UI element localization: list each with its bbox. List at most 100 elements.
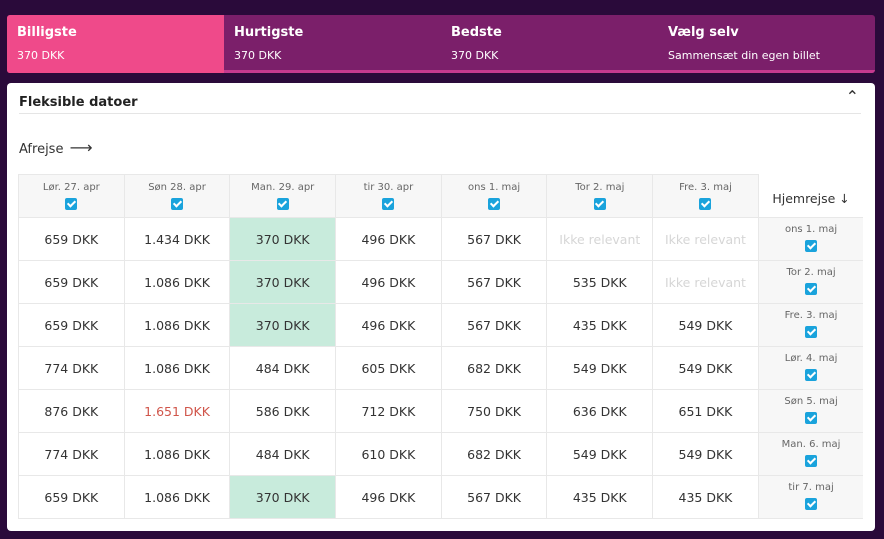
- price-cell-expensive[interactable]: 1.651 DKK: [123, 389, 231, 433]
- return-date-header[interactable]: tir 7. maj: [757, 475, 864, 519]
- depart-date-header[interactable]: Søn 28. apr: [123, 174, 231, 218]
- price-cell[interactable]: 586 DKK: [229, 389, 337, 433]
- price-cell[interactable]: 435 DKK: [546, 303, 654, 347]
- price-cell[interactable]: 549 DKK: [652, 346, 759, 390]
- price-cell[interactable]: 610 DKK: [335, 432, 442, 476]
- table-row: 659 DKK 1.434 DKK 370 DKK 496 DKK 567 DK…: [18, 217, 864, 261]
- price-cell[interactable]: 712 DKK: [335, 389, 442, 433]
- price-cell[interactable]: 549 DKK: [652, 432, 759, 476]
- tab-fastest[interactable]: Hurtigste 370 DKK: [224, 15, 441, 73]
- price-cell[interactable]: 549 DKK: [546, 432, 654, 476]
- price-cell[interactable]: 682 DKK: [440, 432, 548, 476]
- checkbox[interactable]: [805, 283, 818, 295]
- price-cell[interactable]: 774 DKK: [18, 432, 125, 476]
- price-cell[interactable]: 567 DKK: [440, 260, 548, 304]
- price-cell[interactable]: 496 DKK: [335, 260, 442, 304]
- checkbox[interactable]: [65, 198, 78, 210]
- price-cell[interactable]: 567 DKK: [440, 303, 548, 347]
- price-cell[interactable]: 1.086 DKK: [123, 260, 231, 304]
- price-cell[interactable]: 774 DKK: [18, 346, 125, 390]
- tab-best[interactable]: Bedste 370 DKK: [441, 15, 658, 73]
- depart-date-label: Man. 29. apr: [251, 182, 315, 193]
- table-row: 659 DKK 1.086 DKK 370 DKK 496 DKK 567 DK…: [18, 303, 864, 347]
- price-cell[interactable]: 496 DKK: [335, 303, 442, 347]
- panel-header[interactable]: Fleksible datoer ⌃: [19, 87, 861, 114]
- depart-date-header[interactable]: Tor 2. maj: [546, 174, 654, 218]
- price-cell[interactable]: 659 DKK: [18, 303, 125, 347]
- checkbox[interactable]: [488, 198, 501, 210]
- price-cell[interactable]: 1.434 DKK: [123, 217, 231, 261]
- price-cell-cheapest[interactable]: 370 DKK: [229, 260, 337, 304]
- return-date-header[interactable]: Man. 6. maj: [757, 432, 864, 476]
- depart-date-header[interactable]: Man. 29. apr: [229, 174, 337, 218]
- price-cell[interactable]: 1.086 DKK: [123, 432, 231, 476]
- depart-date-header[interactable]: Fre. 3. maj: [652, 174, 759, 218]
- price-cell[interactable]: 659 DKK: [18, 475, 125, 519]
- depart-date-label: ons 1. maj: [467, 182, 521, 193]
- checkbox[interactable]: [699, 198, 712, 210]
- price-cell[interactable]: 750 DKK: [440, 389, 548, 433]
- tab-choose-yourself[interactable]: Vælg selv Sammensæt din egen billet: [658, 15, 875, 73]
- price-cell[interactable]: 496 DKK: [335, 217, 442, 261]
- price-cell-cheapest[interactable]: 370 DKK: [229, 217, 337, 261]
- depart-date-label: Lør. 27. apr: [42, 182, 100, 193]
- price-cell[interactable]: 605 DKK: [335, 346, 442, 390]
- return-date-label: ons 1. maj: [784, 224, 838, 235]
- price-cell-cheapest[interactable]: 370 DKK: [229, 303, 337, 347]
- depart-date-header[interactable]: tir 30. apr: [335, 174, 442, 218]
- arrow-right-icon: ⟶: [69, 138, 93, 157]
- chevron-up-icon[interactable]: ⌃: [845, 87, 859, 106]
- price-cell[interactable]: 549 DKK: [546, 346, 654, 390]
- return-date-header[interactable]: ons 1. maj: [757, 217, 864, 261]
- depart-date-label: tir 30. apr: [363, 182, 414, 193]
- price-cell[interactable]: 682 DKK: [440, 346, 548, 390]
- checkbox[interactable]: [382, 198, 395, 210]
- flexible-dates-grid: Lør. 27. apr Søn 28. apr Man. 29. apr ti…: [18, 174, 864, 519]
- depart-date-header[interactable]: Lør. 27. apr: [18, 174, 125, 218]
- checkbox[interactable]: [805, 498, 818, 510]
- checkbox[interactable]: [171, 198, 184, 210]
- price-cell[interactable]: 636 DKK: [546, 389, 654, 433]
- return-date-label: Lør. 4. maj: [784, 353, 838, 364]
- return-date-header[interactable]: Lør. 4. maj: [757, 346, 864, 390]
- price-cell-not-relevant: Ikke relevant: [546, 217, 654, 261]
- checkbox[interactable]: [276, 198, 289, 210]
- price-cell[interactable]: 435 DKK: [652, 475, 759, 519]
- return-date-label: Fre. 3. maj: [784, 310, 838, 321]
- price-cell[interactable]: 651 DKK: [652, 389, 759, 433]
- tab-subtitle: Sammensæt din egen billet: [668, 49, 820, 62]
- price-cell[interactable]: 435 DKK: [546, 475, 654, 519]
- header-row: Lør. 27. apr Søn 28. apr Man. 29. apr ti…: [18, 174, 864, 218]
- price-cell[interactable]: 549 DKK: [652, 303, 759, 347]
- tab-cheapest[interactable]: Billigste 370 DKK: [7, 15, 224, 73]
- price-cell-not-relevant: Ikke relevant: [652, 217, 759, 261]
- return-date-label: Søn 5. maj: [784, 396, 838, 407]
- price-cell-cheapest[interactable]: 370 DKK: [229, 475, 337, 519]
- checkbox[interactable]: [805, 455, 818, 467]
- checkbox[interactable]: [805, 326, 818, 338]
- table-row: 876 DKK 1.651 DKK 586 DKK 712 DKK 750 DK…: [18, 389, 864, 433]
- price-cell[interactable]: 484 DKK: [229, 346, 337, 390]
- return-date-header[interactable]: Søn 5. maj: [757, 389, 864, 433]
- price-cell[interactable]: 567 DKK: [440, 217, 548, 261]
- price-cell[interactable]: 567 DKK: [440, 475, 548, 519]
- price-cell[interactable]: 876 DKK: [18, 389, 125, 433]
- checkbox[interactable]: [805, 412, 818, 424]
- price-cell[interactable]: 659 DKK: [18, 217, 125, 261]
- price-cell[interactable]: 1.086 DKK: [123, 346, 231, 390]
- price-cell-not-relevant: Ikke relevant: [652, 260, 759, 304]
- depart-date-header[interactable]: ons 1. maj: [440, 174, 548, 218]
- arrow-down-icon: ↓: [839, 190, 850, 206]
- return-date-header[interactable]: Fre. 3. maj: [757, 303, 864, 347]
- price-cell[interactable]: 1.086 DKK: [123, 475, 231, 519]
- return-date-header[interactable]: Tor 2. maj: [757, 260, 864, 304]
- checkbox[interactable]: [593, 198, 606, 210]
- checkbox[interactable]: [805, 240, 818, 252]
- price-cell[interactable]: 496 DKK: [335, 475, 442, 519]
- price-cell[interactable]: 1.086 DKK: [123, 303, 231, 347]
- checkbox[interactable]: [805, 369, 818, 381]
- price-cell[interactable]: 484 DKK: [229, 432, 337, 476]
- price-cell[interactable]: 535 DKK: [546, 260, 654, 304]
- price-cell[interactable]: 659 DKK: [18, 260, 125, 304]
- return-date-label: tir 7. maj: [788, 482, 834, 493]
